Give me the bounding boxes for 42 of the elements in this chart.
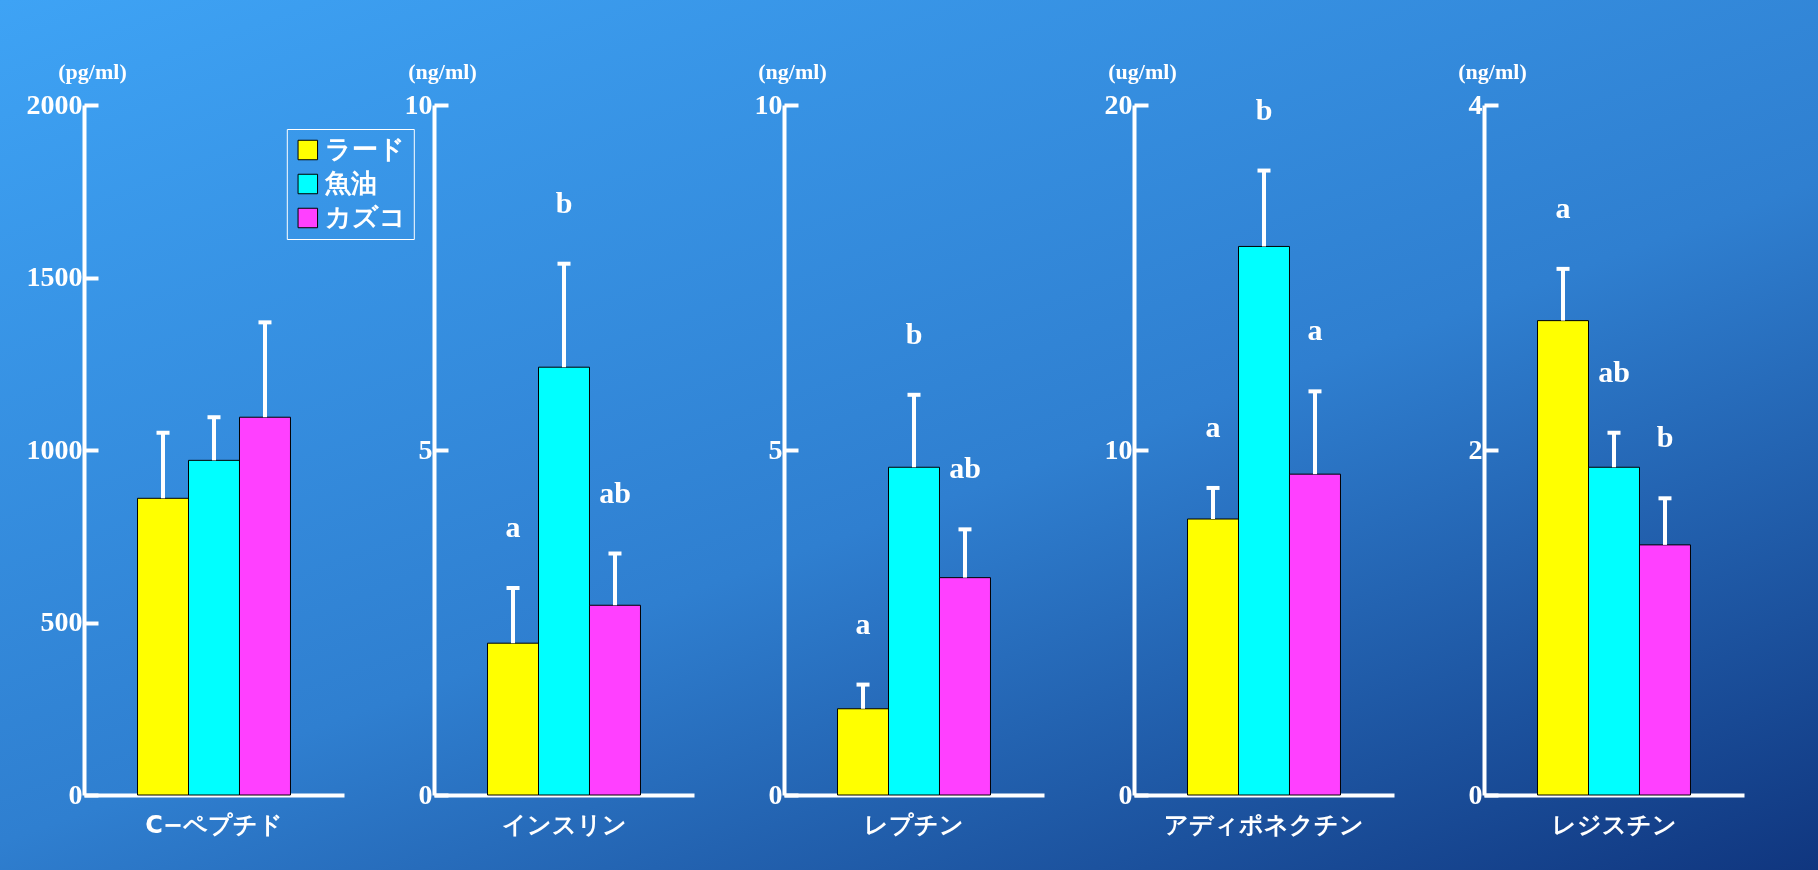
y-axis-title: (ng/ml) bbox=[758, 58, 827, 84]
y-axis-title: (pg/ml) bbox=[58, 58, 127, 84]
annotation: a bbox=[855, 606, 871, 640]
x-tick-label: アディポネクチン bbox=[1164, 810, 1364, 839]
annotation: ab bbox=[1598, 354, 1630, 388]
annotation: a bbox=[1555, 190, 1571, 224]
y-tick-label: 1500 bbox=[26, 261, 83, 292]
legend-label: ラード bbox=[324, 134, 405, 164]
y-tick-label: 10 bbox=[1104, 433, 1133, 465]
annotation: a bbox=[1307, 313, 1323, 347]
y-tick-label: 0 bbox=[1468, 778, 1483, 810]
y-tick-label: 5 bbox=[418, 433, 433, 465]
y-tick-label: 10 bbox=[754, 88, 783, 120]
annotation: ab bbox=[599, 475, 631, 509]
x-tick-label: レプチン bbox=[864, 810, 964, 839]
annotation: b bbox=[1656, 420, 1674, 454]
annotation: a bbox=[1205, 409, 1221, 443]
y-tick-label: 0 bbox=[418, 778, 433, 810]
y-tick-label: 500 bbox=[40, 606, 83, 637]
y-tick-label: 20 bbox=[1104, 88, 1133, 120]
y-tick-label: 0 bbox=[768, 778, 783, 810]
y-tick-label: 0 bbox=[1118, 778, 1133, 810]
annotation: a bbox=[505, 510, 521, 543]
y-tick-label: 2 bbox=[1468, 433, 1483, 465]
x-tick-label: インスリン bbox=[501, 810, 627, 839]
y-tick-label: 5 bbox=[768, 433, 783, 465]
y-tick-label: 2000 bbox=[26, 88, 83, 120]
annotation: b bbox=[555, 185, 573, 219]
annotation: b bbox=[905, 316, 923, 350]
y-tick-label: 1000 bbox=[26, 433, 83, 465]
legend-label: カズコ bbox=[324, 202, 406, 232]
y-tick-label: 10 bbox=[404, 88, 433, 120]
x-tick-label: C−ペプチド bbox=[145, 810, 283, 839]
y-axis-title: (ng/ml) bbox=[1458, 58, 1527, 84]
legend-label: 魚油 bbox=[323, 168, 377, 198]
y-tick-label: 0 bbox=[68, 778, 83, 810]
x-tick-label: レジスチン bbox=[1551, 810, 1677, 839]
y-tick-label: 4 bbox=[1468, 88, 1483, 120]
y-axis-title: (ng/ml) bbox=[408, 58, 477, 84]
annotation: ab bbox=[949, 451, 981, 485]
y-axis-title: (ug/ml) bbox=[1108, 58, 1177, 84]
annotation: b bbox=[1255, 92, 1273, 126]
